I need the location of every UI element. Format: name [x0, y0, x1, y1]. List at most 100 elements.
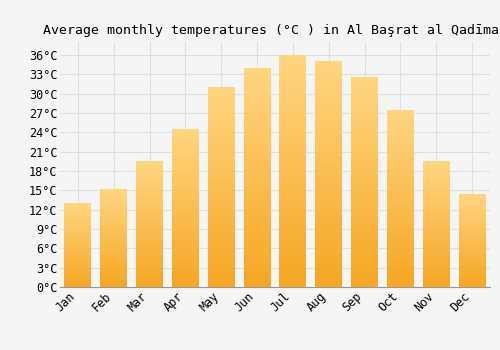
Bar [316, 237, 342, 242]
Bar [64, 220, 92, 222]
Bar [100, 224, 127, 226]
Bar [351, 241, 378, 245]
Bar [136, 181, 163, 184]
Bar [316, 138, 342, 142]
Bar [244, 239, 270, 243]
Bar [458, 255, 485, 257]
Bar [100, 222, 127, 224]
Bar [136, 249, 163, 252]
Bar [208, 267, 234, 271]
Bar [136, 214, 163, 217]
Bar [244, 151, 270, 155]
Bar [423, 222, 450, 224]
Bar [208, 271, 234, 275]
Bar [100, 270, 127, 271]
Bar [136, 272, 163, 274]
Bar [172, 214, 199, 217]
Bar [172, 205, 199, 208]
Bar [208, 159, 234, 163]
Bar [172, 284, 199, 287]
Bar [280, 97, 306, 101]
Bar [280, 152, 306, 157]
Bar [64, 253, 92, 255]
Bar [172, 208, 199, 211]
Bar [172, 262, 199, 265]
Bar [316, 89, 342, 93]
Bar [351, 203, 378, 207]
Bar [136, 244, 163, 247]
Bar [244, 120, 270, 125]
Bar [244, 138, 270, 142]
Title: Average monthly temperatures (°C ) in Al Başrat al Qadīmah: Average monthly temperatures (°C ) in Al… [43, 24, 500, 37]
Bar [351, 211, 378, 216]
Bar [280, 106, 306, 111]
Bar [423, 206, 450, 209]
Bar [280, 88, 306, 92]
Bar [351, 157, 378, 161]
Bar [208, 155, 234, 159]
Bar [280, 60, 306, 64]
Bar [64, 252, 92, 253]
Bar [64, 213, 92, 215]
Bar [172, 259, 199, 262]
Bar [458, 250, 485, 251]
Bar [280, 55, 306, 60]
Bar [458, 225, 485, 227]
Bar [136, 174, 163, 176]
Bar [136, 242, 163, 244]
Bar [136, 237, 163, 239]
Bar [280, 162, 306, 166]
Bar [351, 199, 378, 203]
Bar [244, 116, 270, 120]
Bar [172, 230, 199, 233]
Bar [100, 254, 127, 256]
Bar [172, 198, 199, 202]
Bar [351, 166, 378, 170]
Bar [100, 195, 127, 197]
Bar [172, 189, 199, 192]
Bar [423, 179, 450, 181]
Bar [458, 253, 485, 255]
Bar [172, 220, 199, 224]
Bar [387, 255, 414, 259]
Bar [316, 183, 342, 188]
Bar [64, 275, 92, 277]
Bar [136, 267, 163, 270]
Bar [280, 78, 306, 83]
Bar [136, 264, 163, 267]
Bar [458, 238, 485, 240]
Bar [244, 186, 270, 190]
Bar [100, 244, 127, 246]
Bar [387, 241, 414, 244]
Bar [172, 170, 199, 173]
Bar [100, 218, 127, 220]
Bar [351, 136, 378, 140]
Bar [244, 164, 270, 169]
Bar [172, 145, 199, 148]
Bar [244, 98, 270, 103]
Bar [423, 214, 450, 217]
Bar [100, 258, 127, 260]
Bar [316, 120, 342, 125]
Bar [423, 161, 450, 164]
Bar [387, 138, 414, 142]
Bar [208, 259, 234, 263]
Bar [64, 223, 92, 225]
Bar [244, 147, 270, 151]
Bar [100, 260, 127, 261]
Bar [100, 203, 127, 205]
Bar [351, 232, 378, 237]
Bar [100, 246, 127, 248]
Bar [64, 267, 92, 268]
Bar [64, 203, 92, 205]
Bar [64, 233, 92, 235]
Bar [208, 191, 234, 195]
Bar [423, 199, 450, 202]
Bar [100, 216, 127, 218]
Bar [244, 177, 270, 182]
Bar [172, 148, 199, 151]
Bar [136, 209, 163, 211]
Bar [458, 242, 485, 244]
Bar [244, 72, 270, 77]
Bar [100, 275, 127, 277]
